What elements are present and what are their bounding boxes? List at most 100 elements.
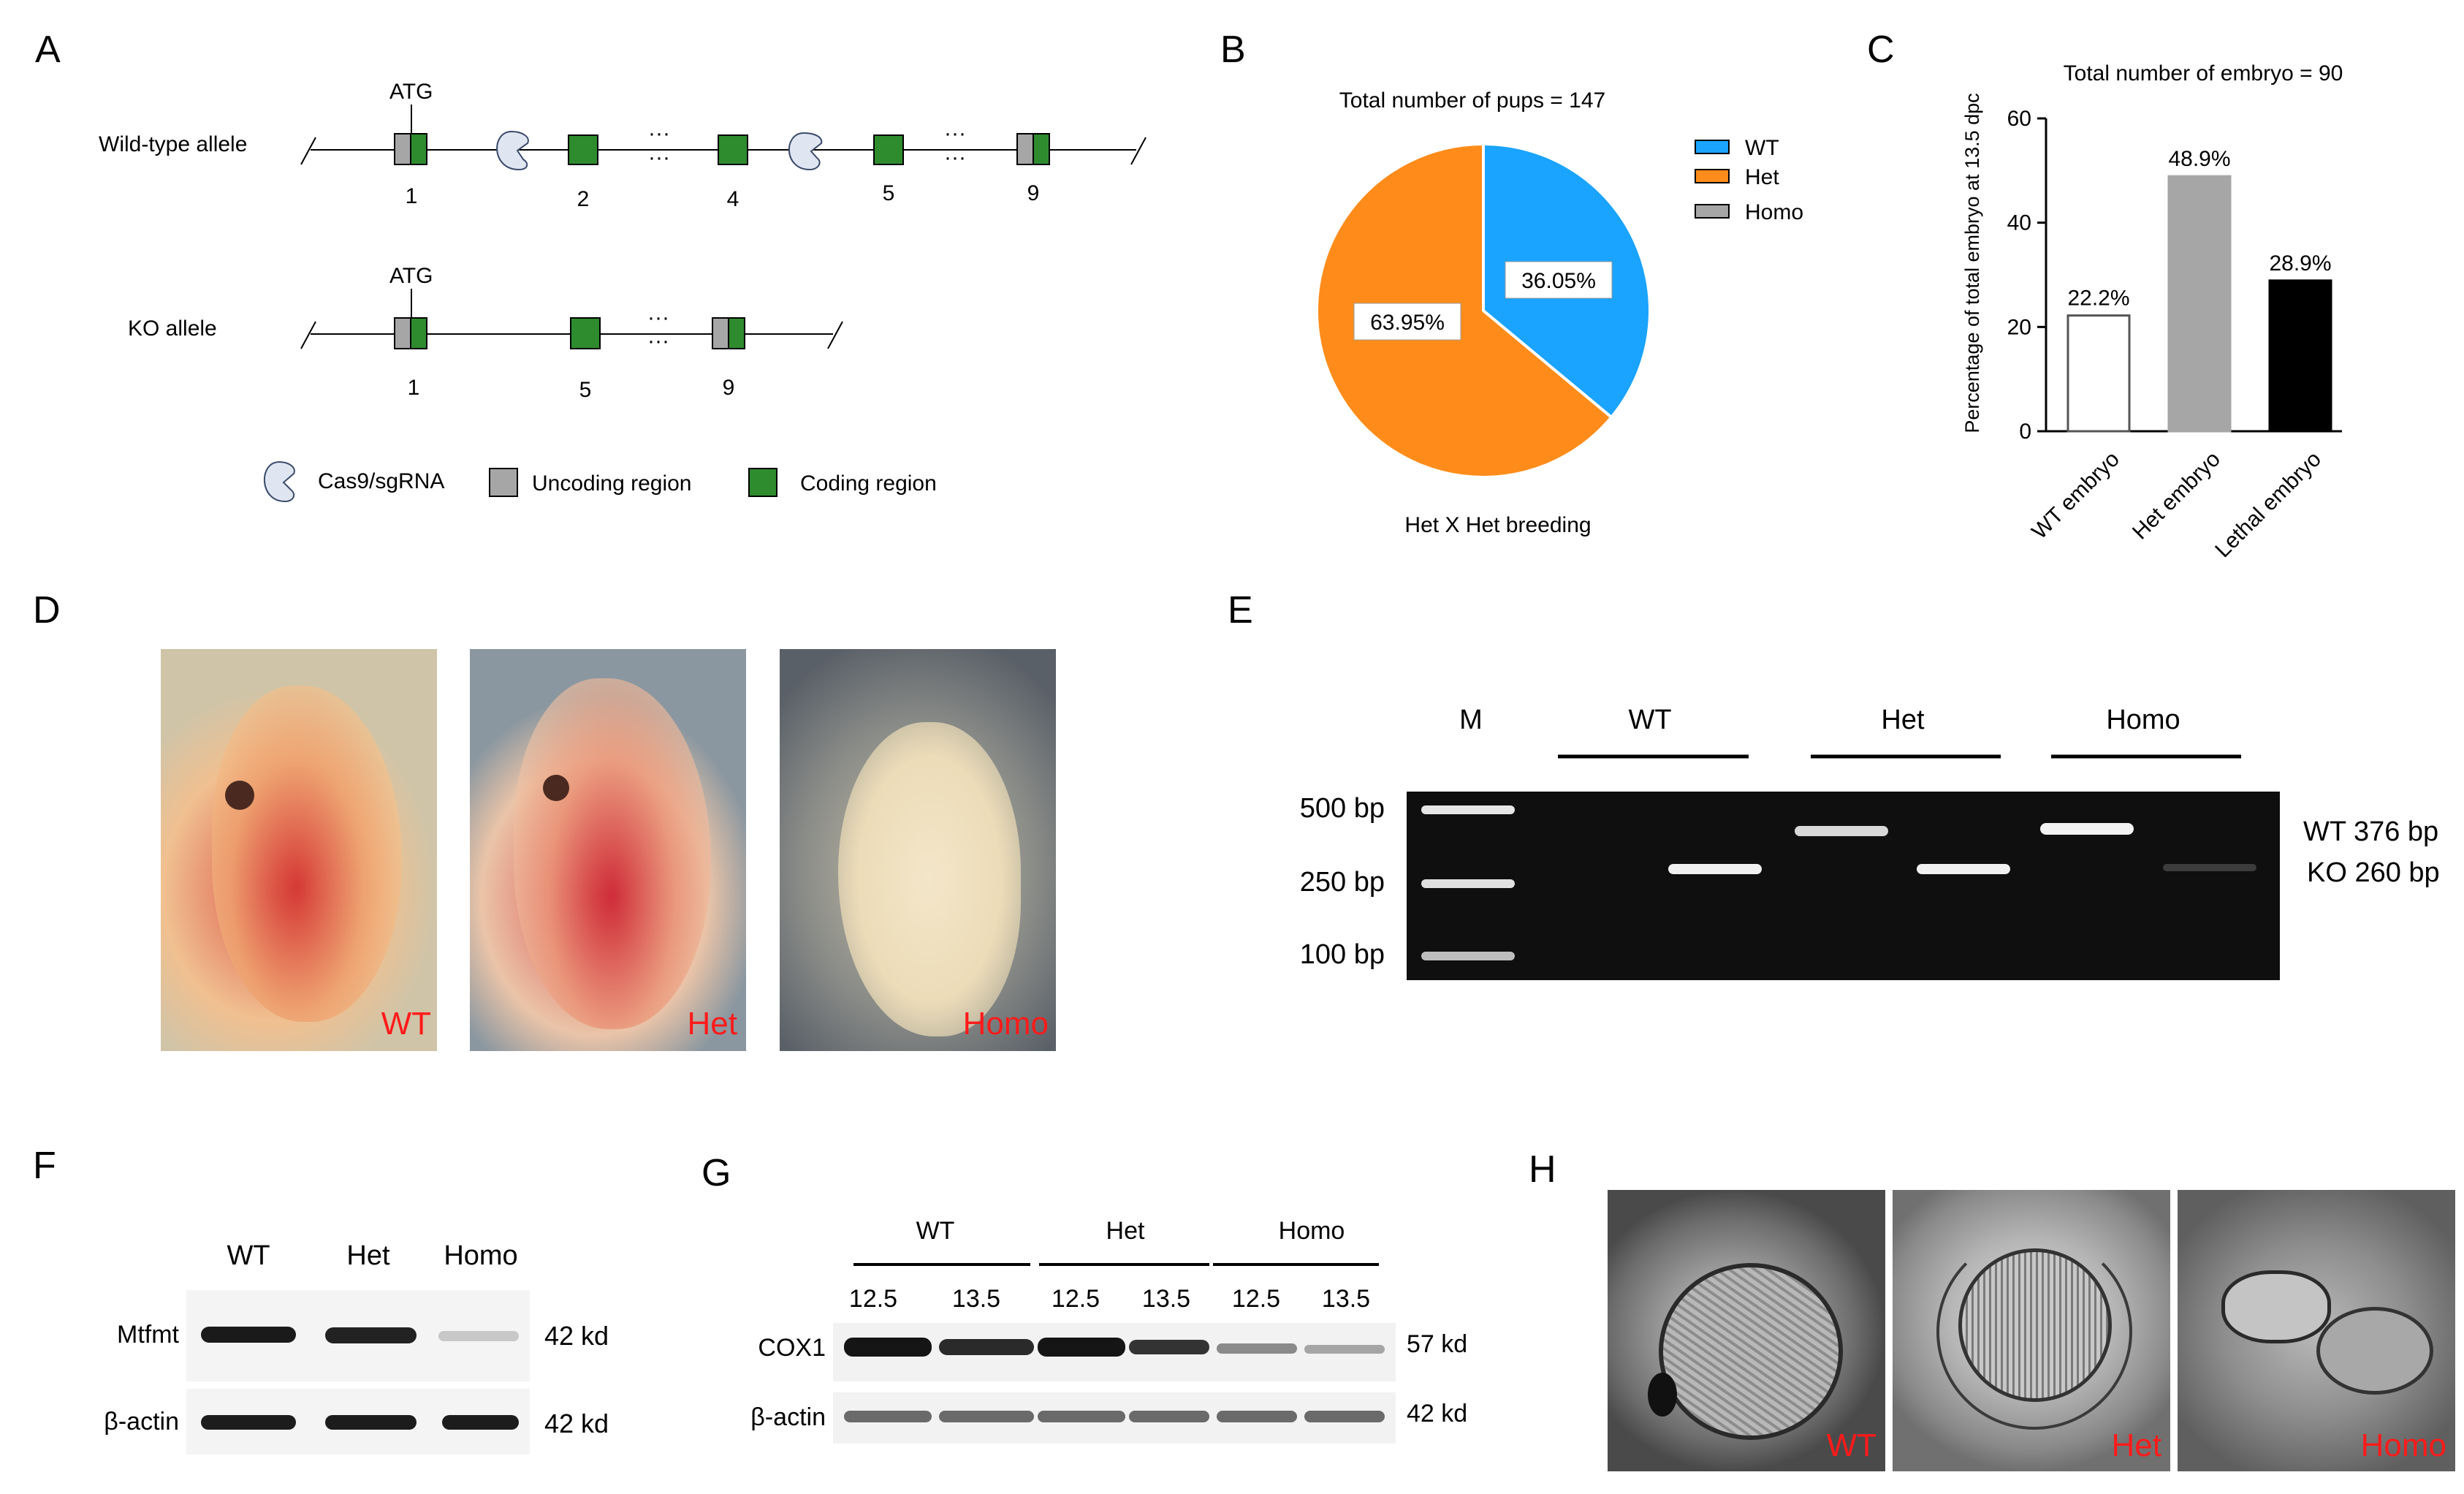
gel-band	[2163, 864, 2256, 871]
wt-exon-2	[568, 134, 598, 165]
bar-chart: Total number of embryo = 90 Percentage o…	[1961, 61, 2343, 563]
mitochondrion	[1659, 1263, 1843, 1440]
gel-band	[1421, 952, 1515, 960]
y-tick-label: 20	[2007, 315, 2031, 339]
wt-exon-9-uncoding	[1016, 133, 1034, 165]
bar-value-label: 22.2%	[2067, 287, 2129, 311]
membrane-ring	[1936, 1234, 2132, 1430]
blot-band	[201, 1327, 296, 1343]
agarose-gel-figure: M WT Het Homo 500 bp 250 bp 100 bp WT 37…	[1300, 705, 2440, 980]
legend-uncoding-swatch	[489, 468, 518, 497]
ko-ellipsis-1: ···	[647, 306, 669, 330]
gel-band	[1917, 864, 2010, 874]
wt-exon-number: 2	[577, 187, 590, 211]
em-label-wt: WT	[1826, 1427, 1876, 1463]
y-tick-label: 0	[2019, 420, 2031, 444]
blot-band	[939, 1411, 1034, 1422]
blot-band	[325, 1327, 417, 1343]
bar-value-label: 28.9%	[2269, 251, 2331, 276]
blot-g-group-label-wt: WT	[916, 1217, 955, 1245]
em-photo-homo: Homo	[2178, 1190, 2455, 1471]
ko-exon-1-uncoding	[394, 317, 411, 349]
ko-exon-9-uncoding	[712, 317, 729, 349]
blot-f-size-actin: 42 kd	[544, 1408, 609, 1438]
embryo-eye	[225, 781, 254, 810]
gel-image	[1407, 792, 2280, 980]
gel-group-label-homo: Homo	[2106, 705, 2180, 735]
blot-band	[1129, 1340, 1209, 1354]
y-tick-label: 60	[2007, 107, 2031, 131]
wt-exon-4	[718, 134, 748, 165]
legend-sgrna-icon	[263, 460, 295, 503]
em-label-homo: Homo	[2360, 1427, 2446, 1463]
x-category-label: Lethal embryo	[2210, 447, 2326, 563]
y-tick-label: 40	[2007, 211, 2031, 235]
pie-label-box-wt	[1505, 261, 1613, 299]
blot-band	[844, 1411, 932, 1422]
wt-ellipsis-4: ···	[944, 145, 966, 170]
western-blot-g: WT Het Homo 12.5 13.5 12.5 13.5 12.5 13.…	[750, 1217, 1467, 1444]
bar-marks: 22.2% WT embryo 48.9% Het embryo 28.9% Lethal…	[2027, 147, 2332, 563]
wt-exon-9-coding	[1033, 133, 1050, 165]
pie-legend-swatch-het	[1695, 169, 1730, 183]
gel-band-label-ko: KO 260 bp	[2307, 857, 2440, 888]
pie-title: Total number of pups = 147	[1339, 88, 1605, 113]
em-photo-wt: WT	[1608, 1190, 1885, 1471]
blot-band	[1217, 1343, 1297, 1354]
blot-band	[1129, 1411, 1209, 1422]
blot-band	[1217, 1411, 1297, 1422]
wt-ellipsis-3: ···	[944, 121, 966, 145]
wt-line-break-right	[1130, 137, 1147, 165]
wt-line-break-left	[300, 137, 316, 165]
pie-legend-swatch-wt	[1695, 140, 1730, 154]
gel-band	[2040, 823, 2134, 835]
blot-band	[438, 1331, 519, 1341]
ko-line-break-left	[300, 321, 316, 349]
pie-slice-label-wt: 36.05%	[1521, 269, 1596, 293]
gel-band	[1421, 805, 1515, 814]
blot-f-size-mtfmt: 42 kd	[544, 1321, 609, 1351]
legend-cas9-label: Cas9/sgRNA	[318, 469, 444, 493]
blot-f-lane-label-homo: Homo	[444, 1240, 517, 1271]
pie-chart: Total number of pups = 147 36.05% 63.95%…	[1315, 88, 1803, 537]
gene-structure-diagram: Wild-type allele ATG ··· ··· ··· ··· 1 2…	[99, 80, 1147, 503]
legend-uncoding-label: Uncoding region	[532, 471, 691, 496]
blot-g-stage-label: 13.5	[952, 1285, 1000, 1313]
blot-band	[1304, 1345, 1385, 1354]
legend-coding-swatch	[748, 468, 777, 497]
sgrna-icon	[496, 130, 529, 171]
blot-band	[1038, 1411, 1125, 1422]
blot-g-stage-label: 12.5	[1052, 1285, 1100, 1313]
ko-exon-9-coding	[728, 317, 745, 349]
wt-ellipsis-1: ···	[648, 121, 670, 145]
gel-ladder-label-100: 100 bp	[1300, 939, 1385, 970]
pie-label-box-het	[1353, 303, 1461, 341]
wt-exon-5	[873, 134, 904, 165]
gel-ladder-label-500: 500 bp	[1300, 793, 1385, 824]
wt-ellipsis-2: ···	[648, 145, 670, 170]
bar-chart-ylabel: Percentage of total embryo at 13.5 dpc	[1961, 93, 1983, 433]
embryo-photo-wt: WT	[161, 649, 437, 1051]
panel-letter-a: A	[35, 29, 61, 71]
sgrna-icon	[788, 132, 823, 171]
bar-1	[2066, 314, 2131, 433]
gel-band	[1795, 826, 1888, 836]
wt-allele-label: Wild-type allele	[99, 132, 247, 156]
photo-label-wt: WT	[381, 1006, 431, 1042]
embryo-photo-het: Het	[470, 649, 746, 1051]
wt-atg-label: ATG	[389, 80, 433, 104]
dark-granule	[1648, 1373, 1677, 1417]
gel-marker-label: M	[1459, 705, 1483, 735]
wt-exon-number: 4	[727, 187, 739, 211]
blot-f-row-label-actin: β-actin	[104, 1408, 179, 1436]
wt-exon-number: 9	[1027, 181, 1040, 205]
ko-exon-1-coding	[410, 317, 427, 349]
embryo-eye	[543, 775, 569, 801]
panel-letter-g: G	[701, 1152, 731, 1194]
blot-band	[1038, 1338, 1125, 1357]
mitochondrion	[2221, 1270, 2331, 1343]
blot-band	[844, 1338, 932, 1357]
em-photo-het: Het	[1893, 1190, 2170, 1471]
panel-letter-c: C	[1867, 29, 1895, 71]
bar-chart-title: Total number of embryo = 90	[2064, 61, 2343, 86]
